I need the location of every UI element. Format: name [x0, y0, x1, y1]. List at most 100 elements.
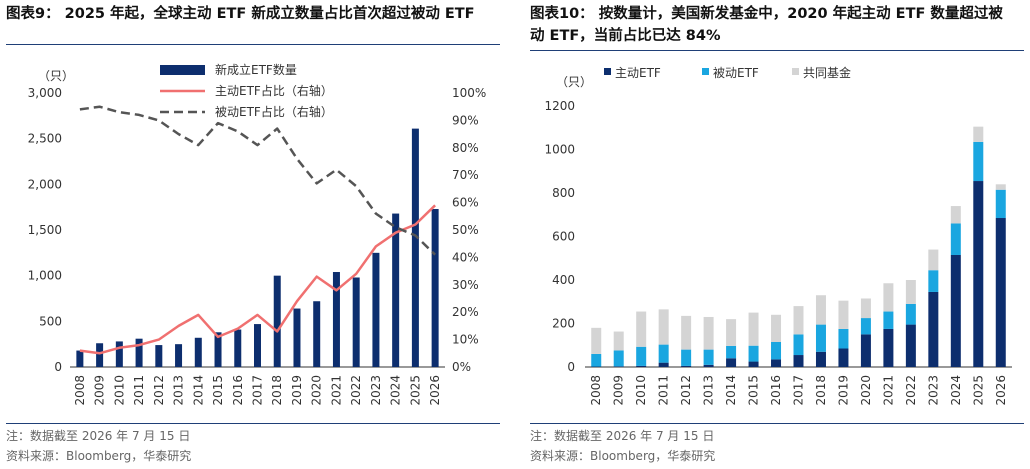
- left-bar-2019: [293, 308, 301, 367]
- left-x-tick-label: 2011: [132, 375, 146, 406]
- right-bar-active-2018: [815, 351, 826, 367]
- right-y-axis-unit: （只）: [556, 75, 592, 89]
- right-bar-passive-2013: [703, 349, 714, 365]
- right-bar-mutual-2014: [726, 319, 737, 346]
- left-y2-tick-label: 30%: [452, 278, 479, 292]
- left-active-share-line: [79, 204, 436, 355]
- left-x-tick-label: 2013: [172, 375, 186, 406]
- left-x-tick-label: 2019: [290, 375, 304, 406]
- left-bar-2014: [194, 337, 202, 367]
- right-bar-passive-2017: [793, 334, 804, 356]
- right-bar-passive-2022: [905, 303, 916, 325]
- left-y2-tick-label: 0%: [452, 360, 471, 374]
- right-x-tick-label: 2022: [904, 375, 918, 406]
- left-legend-label-active: 主动ETF占比（右轴）: [215, 83, 333, 98]
- left-bar-2022: [352, 277, 360, 367]
- left-bar-2018: [273, 275, 281, 367]
- right-y-tick-label: 1000: [544, 143, 575, 157]
- left-y-tick-label: 1,500: [28, 223, 62, 237]
- left-y2-tick-label: 60%: [452, 196, 479, 210]
- left-bar-2016: [234, 329, 242, 367]
- left-bar-2013: [175, 344, 183, 367]
- right-bar-passive-2016: [771, 341, 782, 360]
- left-source: 资料来源：Bloomberg，华泰研究: [6, 449, 192, 463]
- right-bar-mutual-2010: [636, 311, 647, 347]
- right-bar-mutual-2012: [681, 315, 692, 350]
- left-bar-2025: [411, 128, 419, 367]
- left-x-tick-label: 2022: [349, 375, 363, 406]
- left-bar-2008: [76, 350, 84, 367]
- left-x-tick-label: 2012: [152, 375, 166, 406]
- right-bar-mutual-2021: [883, 283, 894, 312]
- right-x-tick-label: 2013: [702, 375, 716, 406]
- right-bar-passive-2018: [815, 324, 826, 352]
- right-bar-active-2011: [658, 362, 669, 367]
- left-passive-share-line: [79, 105, 436, 256]
- right-bar-passive-2014: [726, 345, 737, 359]
- left-y-tick-label: 0: [54, 360, 62, 374]
- right-bar-active-2021: [883, 328, 894, 367]
- left-y2-tick-label: 10%: [452, 333, 479, 347]
- right-x-tick-label: 2015: [747, 375, 761, 406]
- right-bar-passive-2009: [613, 350, 624, 367]
- left-y2-tick-label: 70%: [452, 168, 479, 182]
- left-note: 注：数据截至 2026 年 7 月 15 日: [6, 429, 191, 443]
- left-y-tick-label: 2,000: [28, 177, 62, 191]
- right-y-tick-label: 400: [552, 273, 575, 287]
- right-legend-mutual-swatch: [792, 68, 799, 75]
- left-bar-2020: [313, 301, 321, 367]
- left-y2-tick-label: 100%: [452, 86, 486, 100]
- left-footer-rule: [6, 423, 500, 424]
- right-bar-active-2014: [726, 358, 737, 367]
- left-legend-swatch-new-etf: [160, 65, 205, 75]
- left-bar-2017: [254, 324, 261, 367]
- left-x-tick-label: 2009: [93, 375, 107, 406]
- left-bar-2011: [135, 338, 143, 367]
- left-bar-2021: [332, 272, 340, 367]
- right-bar-mutual-2017: [793, 306, 804, 335]
- right-x-tick-label: 2014: [724, 375, 738, 406]
- right-bar-passive-2025: [973, 141, 984, 182]
- right-bar-active-2023: [928, 291, 939, 367]
- right-legend-active-label: 主动ETF: [615, 66, 661, 80]
- right-bar-mutual-2019: [838, 300, 849, 329]
- right-y-tick-label: 800: [552, 186, 575, 200]
- right-bar-active-2020: [860, 334, 871, 367]
- right-bar-passive-2020: [860, 318, 871, 335]
- right-bar-active-2010: [636, 365, 647, 367]
- left-x-tick-label: 2016: [231, 375, 245, 406]
- left-chart-title: 图表9： 2025 年起，全球主动 ETF 新成立数量占比首次超过被动 ETF: [6, 6, 475, 22]
- right-bar-passive-2012: [681, 349, 692, 366]
- right-title-rule: [530, 50, 1024, 51]
- right-bar-mutual-2024: [950, 206, 961, 224]
- right-x-tick-label: 2026: [994, 375, 1008, 406]
- right-bar-active-2019: [838, 348, 849, 367]
- left-x-tick-label: 2015: [211, 375, 225, 406]
- right-bar-mutual-2009: [613, 331, 624, 351]
- left-x-tick-label: 2021: [329, 375, 343, 406]
- right-x-tick-label: 2010: [634, 375, 648, 406]
- left-legend-label-passive: 被动ETF占比（右轴）: [215, 104, 333, 119]
- right-x-tick-label: 2018: [814, 375, 828, 406]
- left-bar-2010: [115, 341, 123, 367]
- left-x-tick-label: 2025: [408, 375, 422, 406]
- right-bar-active-2015: [748, 361, 759, 367]
- right-y-tick-label: 0: [567, 360, 575, 374]
- right-legend-passive-label: 被动ETF: [713, 66, 759, 80]
- right-bar-active-2025: [973, 181, 984, 367]
- right-x-tick-label: 2025: [971, 375, 985, 406]
- right-bar-mutual-2018: [815, 295, 826, 325]
- right-footer-rule: [530, 423, 1024, 424]
- left-x-tick-label: 2018: [270, 375, 284, 406]
- right-x-tick-label: 2012: [679, 375, 693, 406]
- right-chart-title-line1: 图表10： 按数量计，美国新发基金中，2020 年起主动 ETF 数量超过被: [530, 6, 1003, 22]
- right-bar-mutual-2020: [860, 298, 871, 319]
- right-bar-passive-2026: [995, 189, 1006, 219]
- right-source: 资料来源：Bloomberg，华泰研究: [530, 449, 716, 463]
- right-bar-mutual-2025: [973, 126, 984, 142]
- right-bar-mutual-2026: [995, 184, 1006, 190]
- right-x-tick-label: 2008: [589, 375, 603, 406]
- left-x-tick-label: 2020: [310, 375, 324, 406]
